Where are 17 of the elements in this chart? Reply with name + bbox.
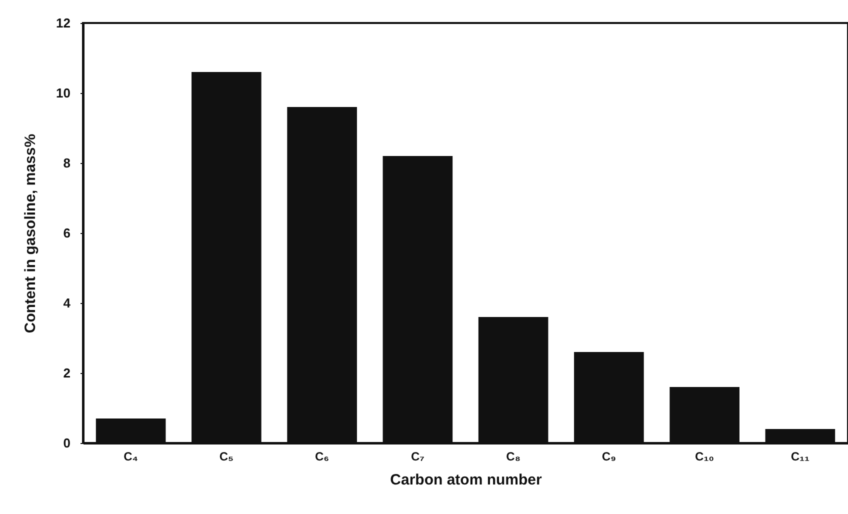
x-tick-label: C₉: [602, 450, 616, 464]
y-tick-label: 2: [63, 366, 70, 380]
x-tick-label: C₁₁: [790, 450, 810, 464]
y-tick-label: 8: [63, 156, 70, 170]
x-tick-label: C₁₀: [695, 450, 714, 464]
y-tick-label: 0: [63, 436, 70, 450]
x-tick-label: C₇: [410, 450, 425, 464]
x-tick-label: C₆: [315, 450, 330, 464]
y-tick-label: 4: [63, 296, 72, 310]
y-tick-label: 10: [56, 86, 70, 100]
x-axis-title: Carbon atom number: [390, 472, 542, 488]
y-tick-label: 12: [56, 16, 70, 30]
x-tick-label: C₈: [506, 450, 520, 464]
y-tick-label: 6: [63, 226, 70, 240]
x-tick-label: C₅: [219, 450, 234, 464]
y-axis-title: Content in gasoline, mass%: [22, 134, 40, 334]
x-tick-label: C₄: [124, 450, 138, 464]
